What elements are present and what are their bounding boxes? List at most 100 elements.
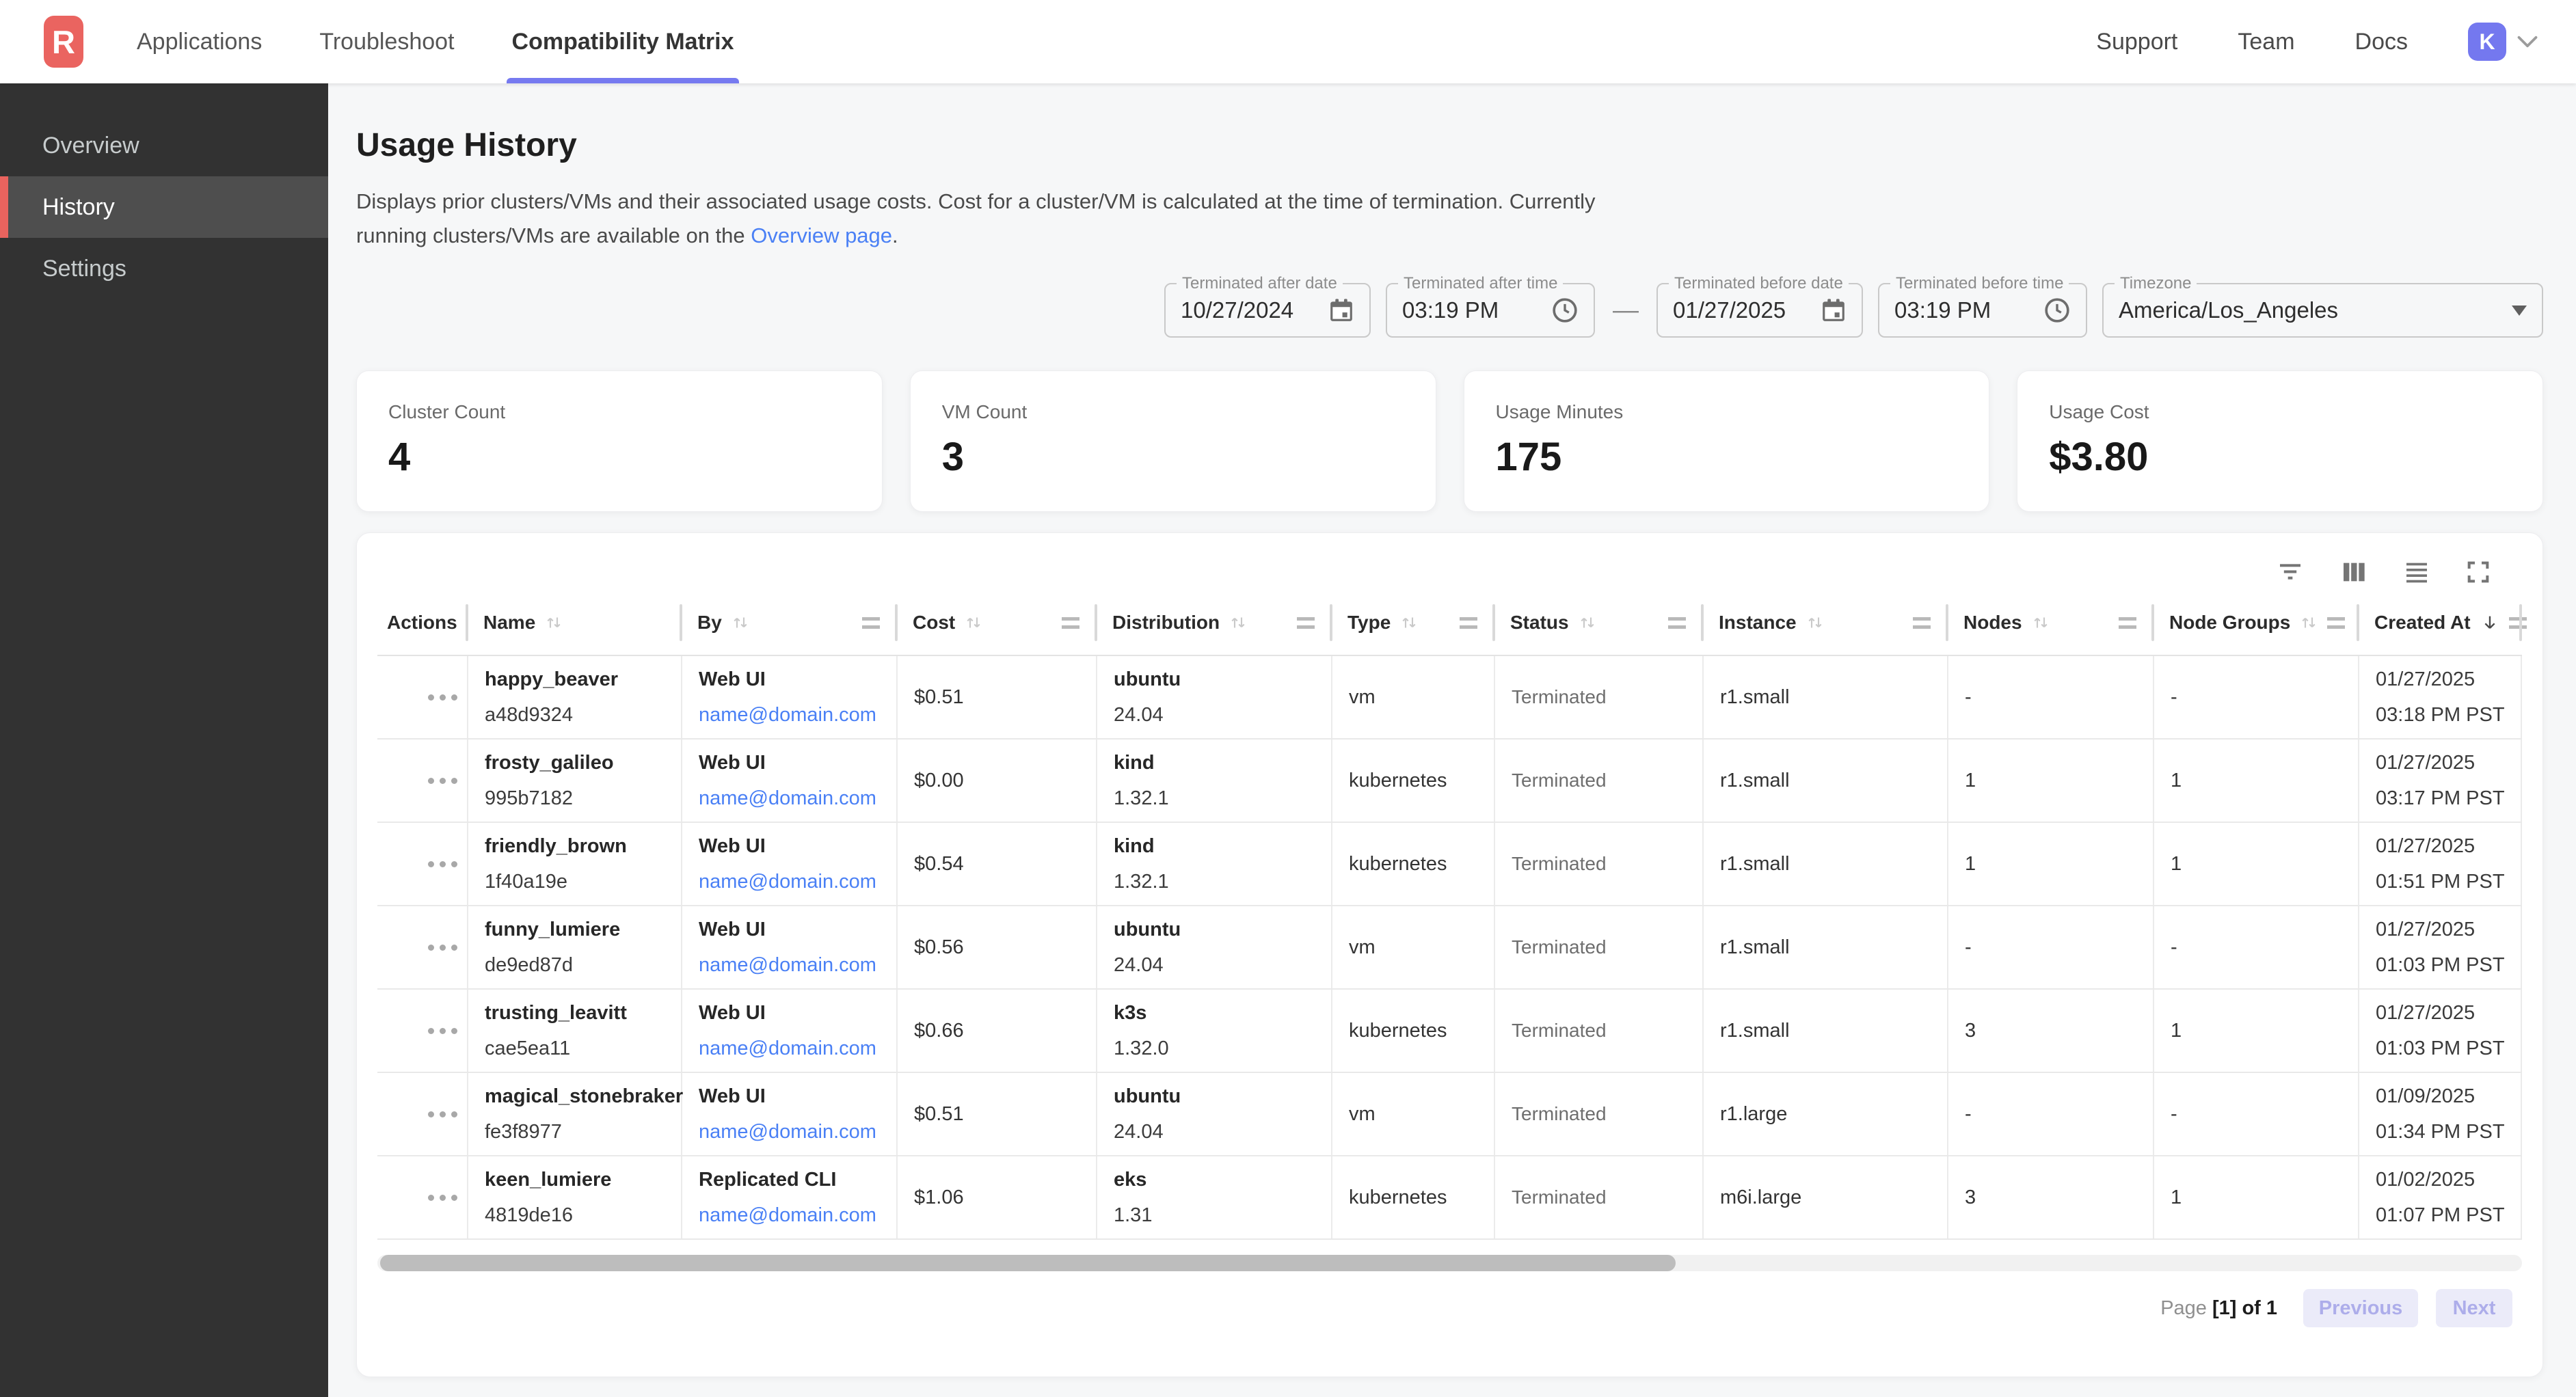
column-header-name[interactable]: Name xyxy=(468,591,682,655)
terminated-before-date-input[interactable]: Terminated before date 01/27/2025 xyxy=(1656,274,1863,338)
cell-actions xyxy=(377,1073,468,1155)
field-value: America/Los_Angeles xyxy=(2119,297,2339,323)
cluster-name: magical_stonebraker xyxy=(485,1085,684,1107)
row-actions-button[interactable] xyxy=(422,1106,463,1123)
column-menu-icon[interactable] xyxy=(1668,616,1686,629)
cell-type: kubernetes xyxy=(1332,1156,1495,1238)
calendar-icon[interactable] xyxy=(1821,297,1847,323)
sort-icon xyxy=(2030,612,2051,633)
fullscreen-icon[interactable] xyxy=(2465,558,2492,586)
tab-compatibility-matrix[interactable]: Compatibility Matrix xyxy=(506,0,740,83)
column-header-by[interactable]: By xyxy=(682,591,898,655)
column-menu-icon[interactable] xyxy=(2119,616,2136,629)
row-actions-button[interactable] xyxy=(422,1189,463,1206)
sidebar-item-history[interactable]: History xyxy=(0,176,328,238)
horizontal-scrollbar[interactable] xyxy=(377,1255,2522,1271)
nodes-value: - xyxy=(1965,686,1972,708)
cell-created-at: 01/27/2025 01:03 PM PST xyxy=(2359,990,2522,1072)
column-divider xyxy=(1492,604,1495,641)
cell-node-groups: - xyxy=(2154,1073,2359,1155)
cell-created-at: 01/02/2025 01:07 PM PST xyxy=(2359,1156,2522,1238)
cell-type: kubernetes xyxy=(1332,740,1495,822)
cluster-id: a48d9324 xyxy=(485,703,574,726)
creator-email-link[interactable]: name@domain.com xyxy=(699,1120,876,1143)
avatar[interactable]: K xyxy=(2468,23,2506,61)
cell-nodes: 1 xyxy=(1948,823,2154,905)
column-divider xyxy=(895,604,898,641)
overview-page-link[interactable]: Overview page xyxy=(751,223,893,247)
logo-letter: R xyxy=(52,23,75,60)
tab-troubleshoot[interactable]: Troubleshoot xyxy=(319,28,455,55)
creator-email-link[interactable]: name@domain.com xyxy=(699,703,876,726)
row-actions-button[interactable] xyxy=(422,1022,463,1040)
creator-email-link[interactable]: name@domain.com xyxy=(699,1204,876,1226)
column-header-distribution[interactable]: Distribution xyxy=(1097,591,1332,655)
column-header-created-at[interactable]: Created At xyxy=(2359,591,2527,655)
created-date: 01/27/2025 xyxy=(2376,918,2476,940)
distribution-version: 24.04 xyxy=(1114,1120,1164,1143)
column-header-cost[interactable]: Cost xyxy=(898,591,1097,655)
creator-email-link[interactable]: name@domain.com xyxy=(699,953,876,976)
cell-type: vm xyxy=(1332,656,1495,738)
calendar-icon[interactable] xyxy=(1328,297,1354,323)
top-navigation-bar: R Applications Troubleshoot Compatibilit… xyxy=(0,0,2576,83)
terminated-after-date-input[interactable]: Terminated after date 10/27/2024 xyxy=(1164,274,1371,338)
row-actions-button[interactable] xyxy=(422,856,463,873)
terminated-after-time-input[interactable]: Terminated after time 03:19 PM xyxy=(1386,274,1595,338)
column-header-node-groups[interactable]: Node Groups xyxy=(2154,591,2359,655)
cost-value: $0.00 xyxy=(914,769,964,791)
cell-name: friendly_brown 1f40a19e xyxy=(468,823,682,905)
density-icon[interactable] xyxy=(2402,558,2432,586)
column-menu-icon[interactable] xyxy=(1062,616,1079,629)
creator-email-link[interactable]: name@domain.com xyxy=(699,870,876,893)
team-link[interactable]: Team xyxy=(2238,28,2295,55)
row-actions-button[interactable] xyxy=(422,939,463,956)
sidebar-item-settings[interactable]: Settings xyxy=(42,255,126,282)
column-header-actions[interactable]: Actions xyxy=(377,591,468,655)
cell-type: kubernetes xyxy=(1332,823,1495,905)
column-menu-icon[interactable] xyxy=(1913,616,1931,629)
docs-link[interactable]: Docs xyxy=(2354,28,2408,55)
nodes-value: 3 xyxy=(1965,1019,1976,1042)
chevron-down-icon[interactable] xyxy=(2517,36,2538,48)
sort-icon xyxy=(1577,612,1598,633)
columns-icon[interactable] xyxy=(2339,558,2369,586)
scrollbar-thumb[interactable] xyxy=(380,1255,1676,1271)
field-label: Timezone xyxy=(2115,274,2197,293)
column-header-instance[interactable]: Instance xyxy=(1704,591,1948,655)
column-header-nodes[interactable]: Nodes xyxy=(1948,591,2154,655)
clock-icon[interactable] xyxy=(2043,297,2071,324)
creator-email-link[interactable]: name@domain.com xyxy=(699,787,876,809)
timezone-select[interactable]: Timezone America/Los_Angeles xyxy=(2102,274,2543,338)
column-menu-icon[interactable] xyxy=(2508,616,2527,629)
cell-actions xyxy=(377,740,468,822)
distribution-name: k3s xyxy=(1114,1001,1147,1024)
column-header-status[interactable]: Status xyxy=(1495,591,1704,655)
node-groups-value: 1 xyxy=(2171,1019,2182,1042)
row-actions-button[interactable] xyxy=(422,772,463,789)
row-actions-button[interactable] xyxy=(422,689,463,706)
tab-applications[interactable]: Applications xyxy=(137,28,263,55)
created-time: 01:51 PM PST xyxy=(2376,870,2505,893)
sort-icon xyxy=(1805,612,1825,633)
clock-icon[interactable] xyxy=(1551,297,1579,324)
stat-label: Cluster Count xyxy=(388,401,506,422)
column-menu-icon[interactable] xyxy=(862,616,880,629)
column-menu-icon[interactable] xyxy=(2327,616,2346,629)
cell-node-groups: - xyxy=(2154,656,2359,738)
filter-icon[interactable] xyxy=(2275,558,2306,586)
cell-name: magical_stonebraker fe3f8977 xyxy=(468,1073,684,1155)
creator-email-link[interactable]: name@domain.com xyxy=(699,1037,876,1059)
sidebar-item-overview[interactable]: Overview xyxy=(42,132,139,159)
caret-down-icon xyxy=(2512,305,2527,316)
terminated-before-time-input[interactable]: Terminated before time 03:19 PM xyxy=(1878,274,2087,338)
previous-page-button[interactable]: Previous xyxy=(2303,1289,2418,1327)
column-menu-icon[interactable] xyxy=(1460,616,1477,629)
support-link[interactable]: Support xyxy=(2096,28,2178,55)
column-menu-icon[interactable] xyxy=(1297,616,1315,629)
next-page-button[interactable]: Next xyxy=(2436,1289,2512,1327)
column-header-type[interactable]: Type xyxy=(1332,591,1495,655)
user-menu[interactable]: K xyxy=(2468,23,2538,61)
replicated-logo[interactable]: R xyxy=(44,16,83,68)
column-label: Type xyxy=(1347,612,1391,633)
